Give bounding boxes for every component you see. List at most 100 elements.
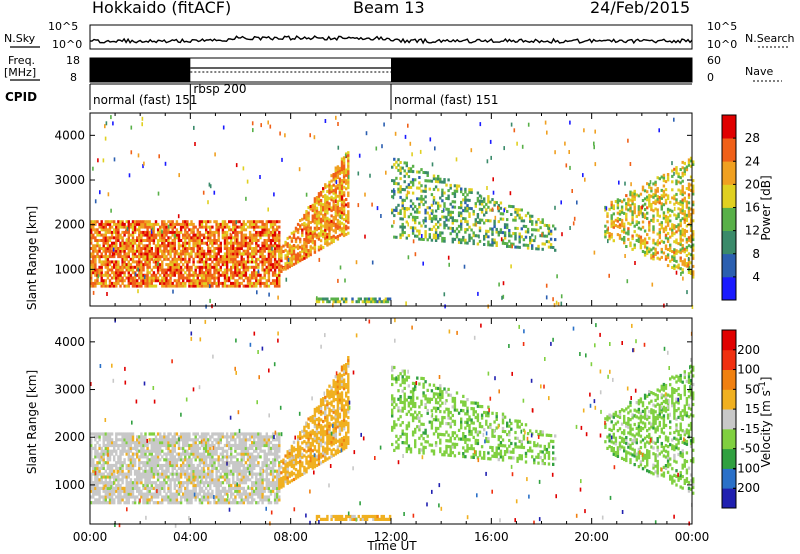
echo-cell	[108, 481, 112, 485]
echo-cell	[284, 243, 287, 247]
echo-cell	[125, 486, 128, 490]
echo-cell	[161, 498, 164, 502]
echo-cell	[167, 432, 170, 436]
echo-cell	[336, 186, 340, 190]
echo-cell	[267, 268, 271, 272]
echo-cell	[202, 265, 206, 269]
echo-cell	[127, 230, 130, 234]
echo-cell	[113, 228, 116, 232]
echo-cell	[618, 226, 622, 229]
echo-cell	[662, 192, 666, 196]
cpid-label: CPID	[5, 90, 37, 104]
echo-cell	[675, 168, 678, 172]
echo-cell	[127, 265, 130, 269]
echo-cell	[131, 265, 135, 269]
echo-cell	[606, 214, 609, 218]
echo-cell	[215, 281, 218, 285]
echo-cell	[278, 244, 281, 248]
echo-cell	[156, 461, 160, 465]
echo-cell	[110, 438, 114, 442]
echo-cell	[207, 263, 210, 267]
echo-speck	[194, 142, 196, 146]
echo-cell	[253, 273, 256, 277]
echo-cell	[194, 252, 197, 256]
echo-speck	[158, 154, 160, 159]
echo-cell	[205, 435, 208, 439]
echo-cell	[129, 469, 133, 473]
echo-cell	[202, 220, 206, 224]
echo-cell	[238, 225, 241, 229]
echo-cell	[152, 458, 156, 462]
echo-cell	[156, 492, 160, 496]
echo-cell	[182, 449, 185, 453]
echo-cell	[144, 481, 147, 485]
echo-cell	[422, 189, 425, 193]
echo-cell	[138, 225, 141, 229]
echo-cell	[148, 252, 151, 256]
echo-cell	[319, 239, 323, 243]
echo-cell	[219, 281, 222, 285]
echo-cell	[681, 217, 684, 221]
echo-cell	[497, 206, 500, 210]
echo-cell	[98, 469, 101, 473]
echo-cell	[451, 192, 454, 196]
echo-speck	[335, 199, 337, 204]
cpid-segment-label: rbsp 200	[193, 82, 246, 96]
echo-cell	[182, 268, 185, 272]
echo-cell	[330, 227, 333, 231]
echo-cell	[328, 223, 331, 227]
echo-cell	[296, 257, 300, 261]
echo-cell	[205, 443, 208, 448]
echo-cell	[131, 279, 135, 283]
echo-cell	[271, 263, 275, 267]
echo-cell	[319, 199, 323, 202]
echo-cell	[131, 483, 135, 488]
echo-cell	[326, 195, 329, 199]
echo-cell	[190, 466, 193, 470]
echo-cell	[263, 255, 266, 259]
echo-cell	[192, 257, 195, 261]
echo-cell	[184, 481, 187, 485]
echo-cell	[133, 279, 137, 283]
echo-cell	[175, 220, 179, 224]
echo-cell	[102, 228, 105, 232]
echo-cell	[108, 455, 112, 459]
echo-cell	[637, 194, 641, 198]
echo-cell	[267, 284, 271, 288]
echo-cell	[113, 446, 116, 450]
echo-cell	[322, 208, 325, 212]
echo-cell	[625, 194, 628, 198]
echo-cell	[188, 244, 191, 248]
echo-cell	[267, 236, 271, 240]
echo-cell	[345, 181, 348, 185]
echo-cell	[240, 281, 243, 285]
echo-cell	[470, 188, 473, 192]
echo-cell	[319, 190, 323, 194]
echo-cell	[138, 469, 141, 473]
echo-cell	[100, 466, 103, 470]
echo-cell	[173, 449, 176, 453]
echo-cell	[326, 190, 329, 193]
echo-cell	[276, 265, 279, 269]
echo-cell	[625, 202, 628, 206]
echo-cell	[148, 492, 151, 496]
echo-cell	[202, 455, 206, 459]
echo-cell	[246, 236, 250, 240]
echo-cell	[313, 216, 317, 219]
echo-cell	[215, 230, 218, 234]
echo-cell	[378, 300, 381, 304]
echo-cell	[424, 179, 427, 183]
echo-cell	[397, 163, 400, 167]
echo-cell	[207, 273, 210, 277]
echo-cell	[150, 483, 153, 488]
echo-cell	[664, 225, 668, 229]
echo-cell	[131, 247, 135, 250]
echo-cell	[209, 279, 212, 283]
echo-cell	[679, 218, 682, 222]
echo-cell	[267, 239, 271, 242]
echo-cell	[161, 501, 164, 505]
echo-cell	[225, 247, 229, 250]
echo-cell	[263, 230, 266, 234]
echo-cell	[133, 452, 137, 456]
echo-cell	[119, 489, 122, 493]
